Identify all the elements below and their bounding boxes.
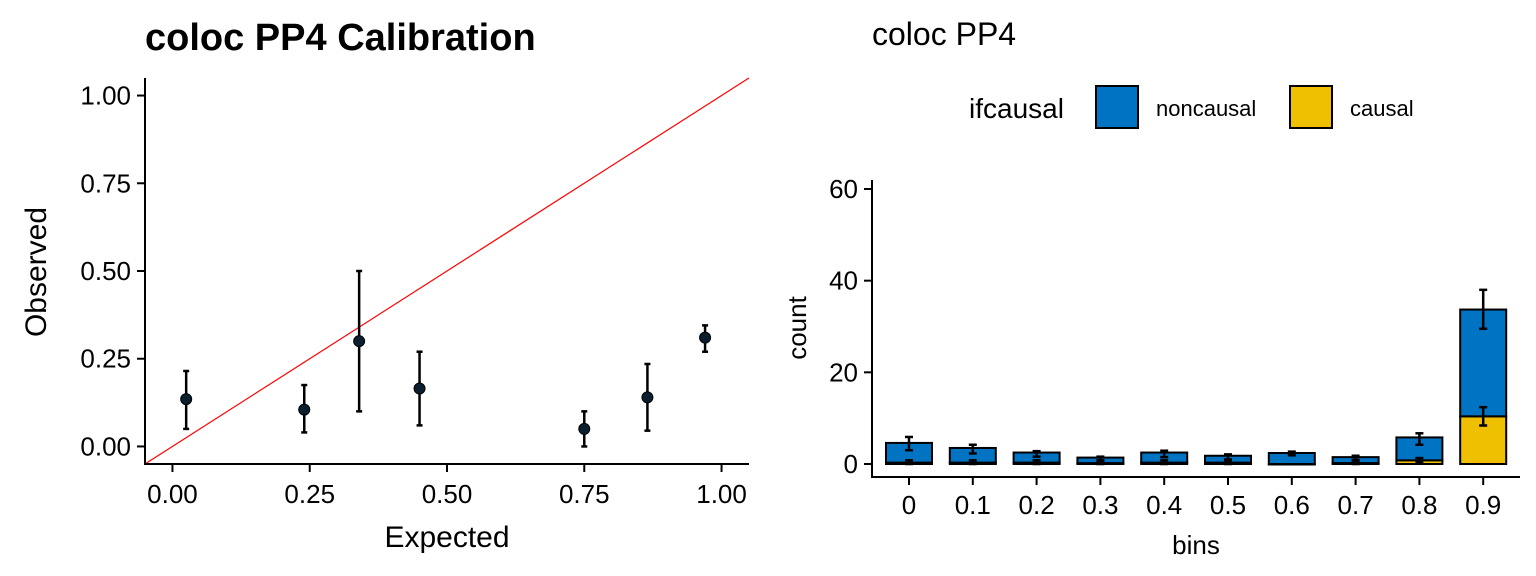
histogram-plot: coloc PP4 ifcausal noncausal causal bins… (782, 16, 1520, 560)
right-x-tick-label: 0.1 (955, 490, 991, 520)
data-point (353, 335, 366, 348)
left-x-tick-label: 1.00 (696, 479, 747, 509)
left-x-tick-label: 0.75 (559, 479, 610, 509)
left-x-tick-label: 0.00 (147, 479, 198, 509)
right-x-tick-label: 0.6 (1274, 490, 1310, 520)
right-y-axis-title: count (782, 295, 812, 359)
right-y-tick-label: 20 (829, 357, 858, 387)
right-x-tick-label: 0.5 (1210, 490, 1246, 520)
data-point (641, 391, 654, 404)
left-plot-area: 0.00 0.25 0.50 0.75 1.00 0.00 0.25 0.50 0.75 1.00 (80, 77, 750, 509)
legend-title: ifcausal (969, 93, 1064, 124)
left-x-tick-label: 0.50 (422, 479, 473, 509)
left-chart-title: coloc PP4 Calibration (145, 17, 536, 59)
legend-label-causal: causal (1350, 96, 1414, 121)
right-x-tick-label: 0.4 (1146, 490, 1182, 520)
legend-key-causal (1289, 85, 1333, 129)
left-x-axis-title: Expected (384, 521, 509, 554)
data-point (699, 331, 712, 344)
right-chart-title: coloc PP4 (872, 16, 1016, 52)
legend: ifcausal noncausal causal (969, 85, 1414, 129)
data-point (413, 382, 426, 395)
right-x-tick-label: 0.2 (1019, 490, 1055, 520)
left-y-tick-label: 0.25 (80, 344, 131, 374)
data-point (180, 393, 193, 406)
right-x-tick-label: 0.9 (1465, 490, 1501, 520)
right-y-tick-label: 40 (829, 266, 858, 296)
right-plot-area: 0 20 40 60 0 0.1 0.2 0.3 0.4 0.5 0.6 0.7 0.8 0.9 (829, 174, 1520, 520)
data-point (578, 422, 591, 435)
left-y-tick-label: 1.00 (80, 81, 131, 111)
left-y-axis-title: Observed (20, 207, 53, 337)
right-x-tick-label: 0 (902, 490, 916, 520)
right-x-tick-label: 0.8 (1401, 490, 1437, 520)
right-x-axis-title: bins (1172, 530, 1220, 560)
left-y-tick-label: 0.50 (80, 256, 131, 286)
bar-noncausal (1459, 308, 1508, 418)
right-y-tick-label: 60 (829, 174, 858, 204)
left-x-tick-label: 0.25 (284, 479, 335, 509)
legend-key-noncausal (1095, 85, 1139, 129)
calibration-plot: coloc PP4 Calibration Expected Observed … (20, 17, 750, 554)
right-x-tick-label: 0.3 (1082, 490, 1118, 520)
left-y-tick-label: 0.00 (80, 431, 131, 461)
legend-label-noncausal: noncausal (1156, 96, 1256, 121)
data-point (298, 403, 311, 416)
left-y-tick-label: 0.75 (80, 168, 131, 198)
right-x-tick-label: 0.7 (1338, 490, 1374, 520)
identity-line (144, 77, 750, 465)
right-y-tick-label: 0 (844, 449, 858, 479)
